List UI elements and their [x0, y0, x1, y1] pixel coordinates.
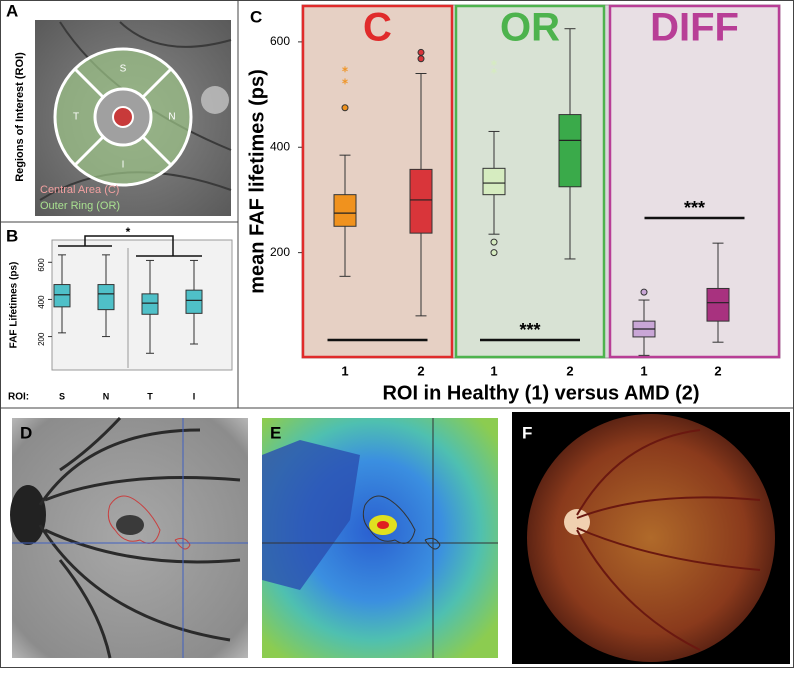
group-panel — [608, 4, 781, 359]
x-tick-label: S — [59, 391, 65, 401]
outlier — [490, 249, 498, 257]
legend-text: Central Area (C) — [40, 184, 119, 196]
sector-line — [73, 67, 173, 167]
group-panel — [454, 4, 606, 359]
group-name: C — [363, 6, 392, 50]
outlier — [490, 238, 498, 246]
box — [53, 284, 71, 308]
extreme-stroke — [491, 60, 497, 65]
sector-label: I — [122, 160, 125, 171]
box — [185, 289, 203, 314]
y-tick-label: 200 — [37, 332, 46, 346]
y-tick-label: 400 — [270, 139, 290, 153]
y-tick-label: 600 — [270, 34, 290, 48]
box — [482, 167, 506, 196]
box — [409, 168, 433, 234]
x-tick-label: 2 — [714, 363, 721, 378]
x-axis-title: ROI in Healthy (1) versus AMD (2) — [382, 382, 699, 404]
group-name: DIFF — [650, 6, 739, 50]
faf-image — [12, 418, 248, 658]
vessel — [38, 416, 241, 659]
extreme — [491, 59, 497, 66]
group-name: OR — [500, 6, 560, 50]
x-tick-label: 1 — [341, 363, 348, 378]
significance: *** — [519, 320, 540, 340]
panel-label: E — [270, 423, 281, 442]
panel-label: B — [6, 226, 18, 245]
y-axis-title: FAF Lifetimes (ps) — [9, 262, 20, 349]
outlier — [417, 48, 425, 56]
optic-disc — [201, 86, 229, 114]
box — [141, 293, 159, 315]
optic-region — [262, 440, 360, 590]
hotspot-core — [377, 521, 389, 529]
box — [97, 284, 115, 311]
panel-a: A S N I T Central Area (C) Outer Ring (O… — [6, 1, 232, 216]
y-tick-label: 600 — [37, 258, 46, 272]
panel-label: A — [6, 1, 18, 20]
significance: *** — [684, 198, 705, 218]
legend-text: Outer Ring (OR) — [40, 200, 120, 212]
x-tick-label: 1 — [640, 363, 647, 378]
axis-label: Regions of Interest (ROI) — [14, 52, 26, 182]
extreme — [491, 67, 497, 74]
optic-disc — [10, 485, 46, 545]
extreme-stroke — [342, 67, 348, 72]
y-axis-title: mean FAF lifetimes (ps) — [246, 69, 268, 294]
panel-label: C — [250, 7, 262, 26]
panel-e: E — [262, 418, 498, 658]
x-tick-label: I — [193, 391, 196, 401]
extreme — [342, 78, 348, 85]
box — [558, 114, 582, 188]
y-tick-label: 200 — [270, 245, 290, 259]
sector-label: N — [168, 112, 175, 123]
extreme-stroke — [491, 68, 497, 73]
x-tick-label: 2 — [566, 363, 573, 378]
fundus-photo — [527, 414, 775, 662]
x-tick-label: 2 — [417, 363, 424, 378]
box — [333, 194, 357, 227]
significance: * — [126, 225, 131, 239]
panel-d: D — [10, 416, 248, 659]
box — [706, 287, 730, 322]
x-tick-label: N — [103, 391, 110, 401]
y-tick-label: 400 — [37, 295, 46, 309]
outlier — [341, 104, 349, 112]
extreme — [342, 66, 348, 73]
outlier — [417, 55, 425, 63]
panel-f: F — [512, 412, 790, 664]
sector-label: T — [73, 112, 79, 123]
central-area — [112, 106, 134, 128]
x-tick-label: 1 — [490, 363, 497, 378]
panel-label: F — [522, 423, 532, 442]
extreme-stroke — [342, 79, 348, 84]
x-prefix: ROI: — [8, 392, 29, 403]
sector-label: S — [120, 64, 127, 75]
x-tick-label: T — [147, 391, 153, 401]
significance-bracket — [58, 235, 202, 257]
panel-label: D — [20, 423, 32, 442]
fovea — [116, 515, 144, 535]
vessel — [576, 429, 761, 651]
outlier — [640, 288, 648, 296]
